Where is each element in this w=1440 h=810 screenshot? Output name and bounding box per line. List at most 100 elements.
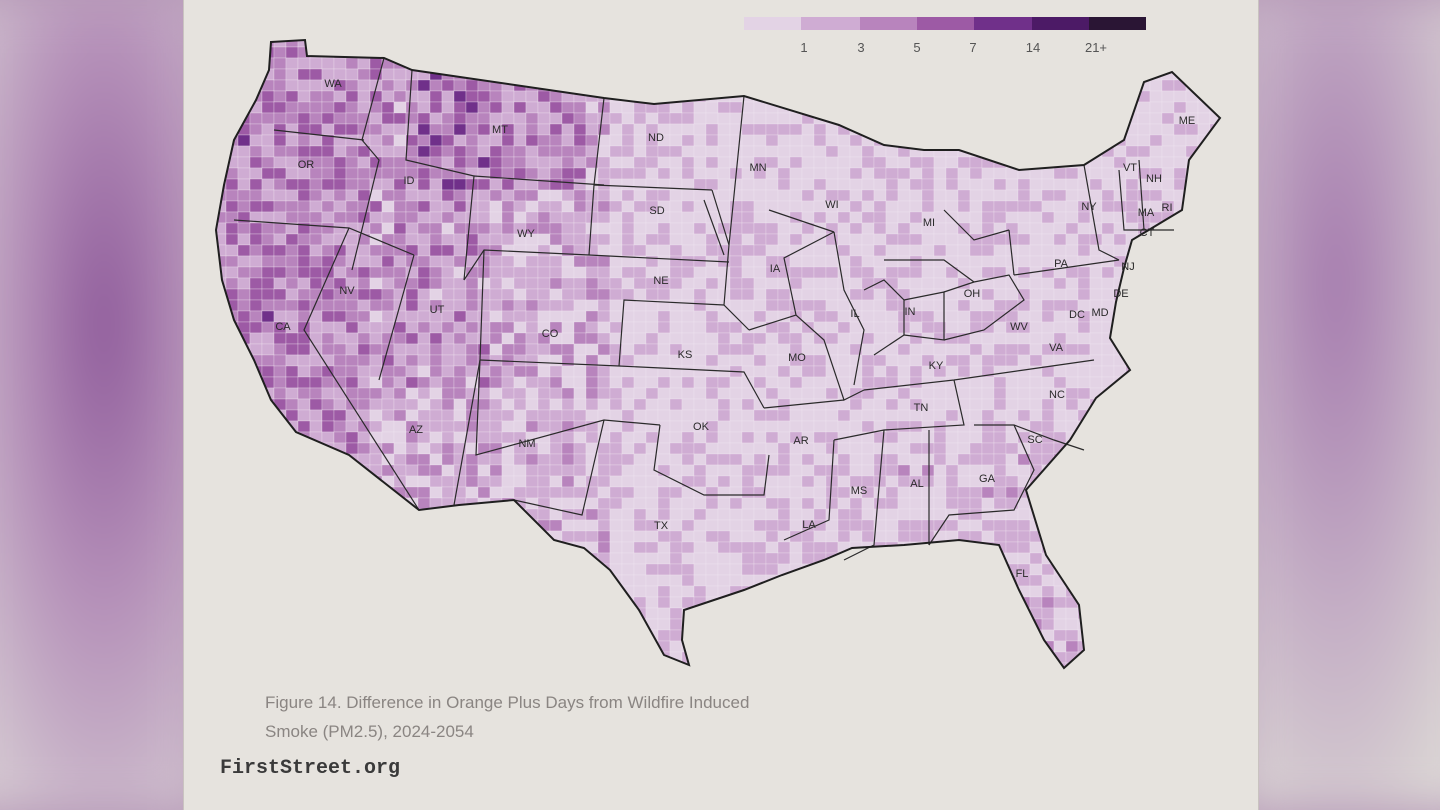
county-cell [1005,596,1019,609]
county-cell [381,145,395,158]
county-cell [285,519,299,532]
county-cell [1137,343,1151,356]
county-cell [765,211,779,224]
county-cell [993,431,1007,444]
county-cell [921,497,935,510]
county-cell [933,585,947,598]
county-cell [381,288,395,301]
county-cell [598,674,610,685]
county-cell [1089,530,1103,543]
county-cell [465,387,479,400]
county-cell [1017,629,1031,642]
county-cell [789,453,803,466]
county-cell [633,398,647,411]
county-cell [453,222,467,235]
county-cell [957,200,971,213]
county-cell [441,453,455,466]
county-cell [1101,420,1115,433]
county-cell [609,486,623,499]
county-cell [513,651,527,664]
county-cell [357,40,371,48]
county-cell [957,365,971,378]
county-cell [1222,190,1234,201]
county-cell [993,662,1007,668]
county-cell [945,662,959,668]
county-cell [369,530,383,543]
county-cell [1222,399,1234,410]
county-cell [525,288,539,301]
county-cell [1089,167,1103,180]
county-cell [297,90,311,103]
county-cell [645,310,659,323]
county-cell [321,596,335,609]
county-cell [333,200,347,213]
county-cell [873,376,887,389]
county-cell [765,244,779,257]
county-cell [237,310,251,323]
county-cell [669,211,683,224]
county-cell [657,497,671,510]
county-cell [585,497,599,510]
county-cell [729,409,743,422]
county-cell [681,167,695,180]
county-cell [969,90,983,103]
county-cell [1161,134,1175,147]
county-cell [837,508,851,521]
county-cell [333,310,347,323]
county-cell [285,266,299,279]
county-cell [801,310,815,323]
county-cell [321,486,335,499]
county-cell [765,277,779,290]
county-cell [381,541,395,554]
county-cell [1197,398,1211,411]
county-cell [945,189,959,202]
county-cell [345,178,359,191]
county-cell [957,222,971,235]
county-cell [225,640,239,653]
county-cell [921,519,935,532]
county-cell [1101,200,1115,213]
county-cell [933,596,947,609]
county-cell [237,475,251,488]
county-cell [969,574,983,587]
county-cell [801,299,815,312]
county-cell [741,431,755,444]
county-cell [429,541,443,554]
county-cell [249,46,263,59]
county-cell [249,288,263,301]
county-cell [885,244,899,257]
county-cell [477,200,491,213]
county-cell [225,40,239,48]
county-cell [357,244,371,257]
county-cell [453,530,467,543]
county-cell [837,156,851,169]
county-cell [705,299,719,312]
county-cell [801,244,815,257]
county-cell [609,453,623,466]
county-cell [1005,618,1019,631]
county-cell [1041,354,1055,367]
county-cell [225,343,239,356]
county-cell [309,40,323,48]
county-cell [333,662,347,668]
county-cell [633,629,647,642]
county-cell [657,376,671,389]
county-cell [705,585,719,598]
county-cell [1065,134,1079,147]
county-cell [1089,189,1103,202]
county-cell [873,156,887,169]
county-cell [885,145,899,158]
county-cell [1197,211,1211,224]
county-cell [417,222,431,235]
county-cell [693,266,707,279]
county-cell [1149,607,1163,620]
county-cell [285,156,299,169]
county-cell [393,189,407,202]
county-cell [501,398,515,411]
county-cell [549,156,563,169]
county-cell [1149,552,1163,565]
county-cell [789,629,803,642]
county-cell [849,431,863,444]
county-cell [405,332,419,345]
county-cell [537,607,551,620]
